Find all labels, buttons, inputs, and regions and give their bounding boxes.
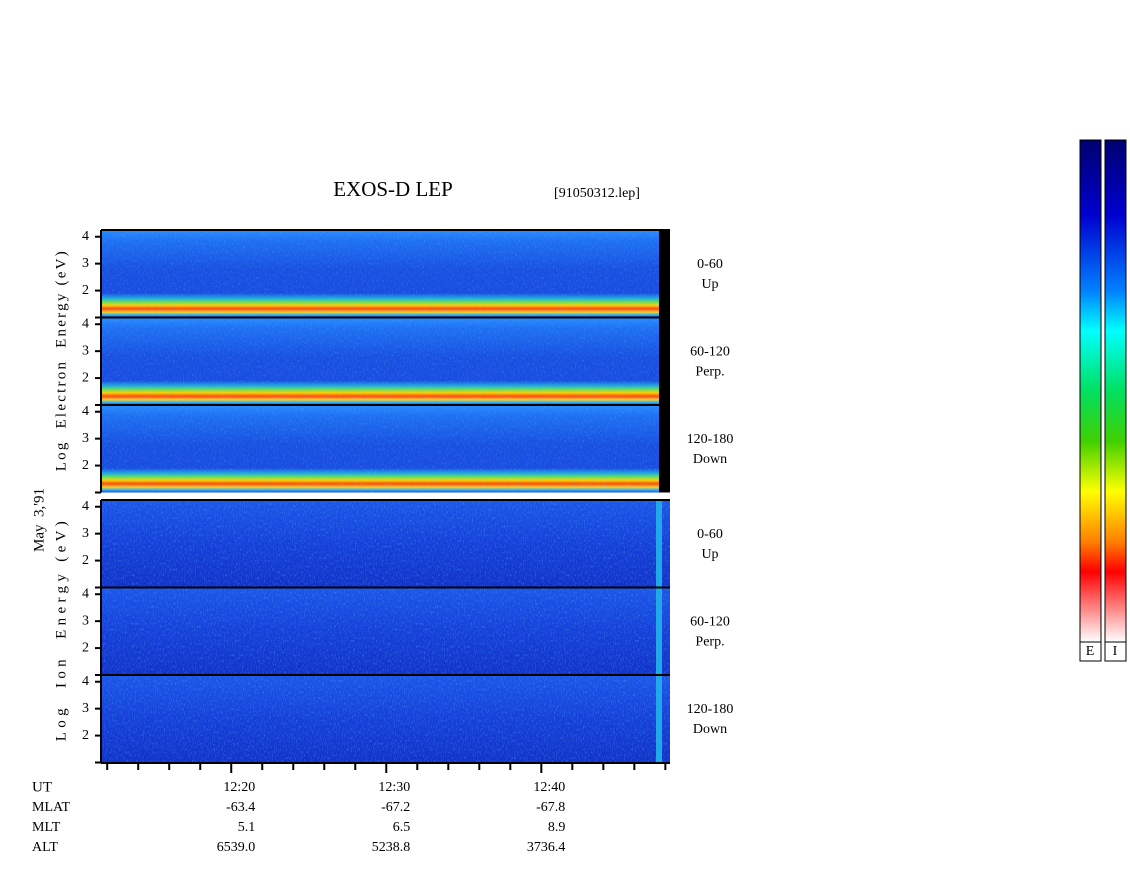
- y-tick-label: 4: [82, 499, 89, 514]
- x-tick-label: 12:40: [533, 780, 565, 795]
- y-tick-label: 3: [82, 701, 89, 716]
- y-tick-label: 3: [82, 343, 89, 358]
- panel-direction: Perp.: [695, 635, 724, 650]
- panel-range: 60-120: [690, 615, 730, 630]
- panel-direction: Perp.: [695, 365, 724, 380]
- chart-title: EXOS-D LEP: [333, 177, 453, 201]
- orbit-value: -67.8: [536, 800, 565, 815]
- data-edge-strip: [656, 500, 662, 588]
- y-tick-label: 4: [82, 316, 89, 331]
- spectrogram-texture: [101, 405, 670, 493]
- spectrogram-texture: [101, 500, 670, 588]
- y-tick-label: 4: [82, 586, 89, 601]
- y-tick-label: 2: [82, 283, 89, 298]
- panel-range: 0-60: [697, 257, 723, 272]
- y-tick-label: 3: [82, 526, 89, 541]
- y-tick-label: 4: [82, 404, 89, 419]
- orbit-row-label: ALT: [32, 840, 58, 855]
- orbit-row-label: MLAT: [32, 800, 71, 815]
- panel-range: 0-60: [697, 527, 723, 542]
- data-edge-strip: [656, 675, 662, 763]
- colorbar: [1104, 139, 1127, 643]
- y-tick-label: 2: [82, 728, 89, 743]
- orbit-value: 5238.8: [372, 840, 411, 855]
- data-edge-strip: [659, 230, 670, 318]
- colorbar-label: I: [1113, 644, 1118, 659]
- y-tick-label: 2: [82, 553, 89, 568]
- data-edge-strip: [659, 317, 670, 405]
- spectrogram-texture: [101, 230, 670, 318]
- colorbar-label-box: [1079, 641, 1102, 662]
- data-edge-strip: [656, 587, 662, 675]
- y-axis-label: Log Electron Energy (eV): [53, 251, 69, 471]
- colorbar-label: E: [1086, 644, 1095, 659]
- panel-direction: Up: [701, 277, 718, 292]
- colorbar: [1079, 139, 1102, 643]
- orbit-value: -63.4: [226, 800, 255, 815]
- y-tick-label: 2: [82, 640, 89, 655]
- orbit-value: -67.2: [381, 800, 410, 815]
- orbit-value: 6539.0: [217, 840, 256, 855]
- ut-label: UT: [32, 779, 52, 795]
- orbit-value: 5.1: [238, 820, 256, 835]
- y-axis-label: Log Ion Energy (eV): [53, 521, 69, 741]
- date-label: May 3,'91: [31, 488, 47, 552]
- spectrogram-texture: [101, 317, 670, 405]
- y-tick-label: 3: [82, 431, 89, 446]
- spectrogram-texture: [101, 675, 670, 763]
- panel-direction: Down: [693, 452, 727, 467]
- panel-range: 120-180: [687, 432, 734, 447]
- y-tick-label: 4: [82, 674, 89, 689]
- orbit-value: 3736.4: [527, 840, 566, 855]
- file-label: [91050312.lep]: [554, 186, 640, 201]
- y-tick-label: 3: [82, 256, 89, 271]
- y-tick-label: 2: [82, 370, 89, 385]
- y-tick-label: 4: [82, 229, 89, 244]
- panel-range: 120-180: [687, 702, 734, 717]
- y-tick-label: 3: [82, 613, 89, 628]
- data-edge-strip: [659, 405, 670, 493]
- colorbar-label-box: [1104, 641, 1127, 662]
- spectrogram-texture: [101, 587, 670, 675]
- orbit-value: 6.5: [393, 820, 411, 835]
- orbit-row-label: MLT: [32, 820, 61, 835]
- panel-direction: Down: [693, 722, 727, 737]
- orbit-value: 8.9: [548, 820, 566, 835]
- panel-range: 60-120: [690, 345, 730, 360]
- panel-direction: Up: [701, 547, 718, 562]
- y-tick-label: 2: [82, 458, 89, 473]
- x-tick-label: 12:30: [378, 780, 410, 795]
- x-tick-label: 12:20: [223, 780, 255, 795]
